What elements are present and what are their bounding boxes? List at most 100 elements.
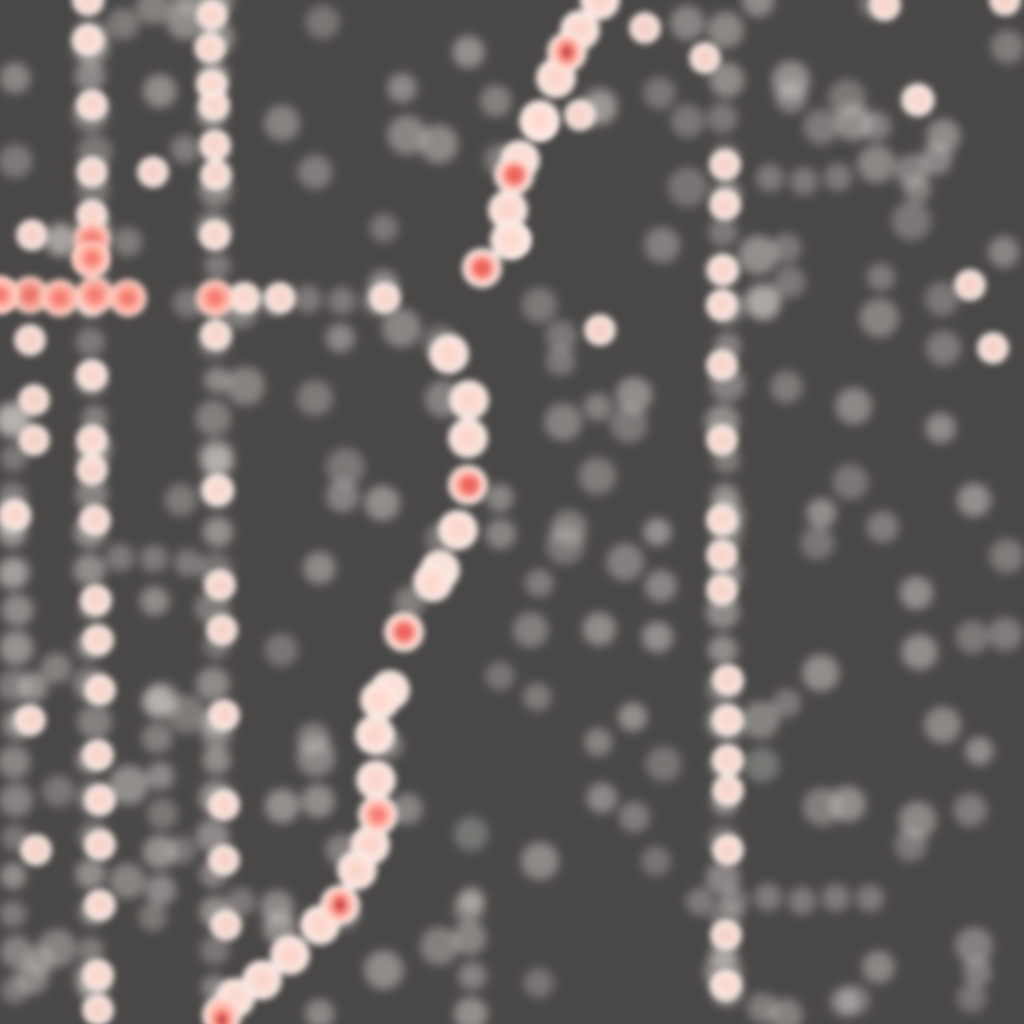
light-activity-dot <box>84 674 116 706</box>
light-activity-dot <box>706 289 738 321</box>
faint-activity-dot <box>325 323 355 353</box>
faint-activity-dot <box>550 509 587 547</box>
faint-activity-dot <box>891 201 932 241</box>
faint-activity-dot <box>420 926 459 966</box>
faint-activity-dot <box>669 5 705 41</box>
faint-activity-dot <box>296 380 333 416</box>
light-activity-dot <box>712 834 744 866</box>
faint-activity-dot <box>824 163 852 192</box>
light-activity-dot <box>199 219 231 251</box>
light-activity-dot <box>18 424 50 456</box>
light-activity-dot <box>206 614 238 646</box>
faint-activity-dot <box>0 556 31 588</box>
faint-activity-dot <box>196 667 230 701</box>
faint-activity-dot <box>861 110 892 142</box>
faint-activity-dot <box>955 927 993 965</box>
light-activity-dot <box>629 12 661 44</box>
faint-activity-dot <box>644 227 681 263</box>
light-activity-dot <box>196 0 228 31</box>
faint-activity-dot <box>924 706 962 744</box>
faint-activity-dot <box>387 73 417 103</box>
faint-activity-dot <box>770 370 803 404</box>
faint-activity-dot <box>75 327 106 357</box>
light-activity-dot <box>706 504 738 536</box>
light-activity-dot <box>82 994 114 1024</box>
faint-activity-dot <box>145 874 177 906</box>
faint-activity-dot <box>989 538 1024 574</box>
faint-activity-dot <box>953 793 988 827</box>
faint-activity-dot <box>452 921 487 955</box>
light-activity-dot <box>199 129 231 161</box>
light-activity-dot <box>41 279 79 317</box>
light-activity-dot <box>954 269 986 301</box>
faint-activity-dot <box>75 477 109 511</box>
faint-activity-dot <box>204 252 231 280</box>
faint-activity-dot <box>742 0 775 17</box>
light-activity-dot <box>584 314 616 346</box>
light-activity-dot <box>710 969 742 1001</box>
corridor-peak-core <box>554 36 580 68</box>
faint-activity-dot <box>925 412 956 444</box>
light-activity-dot <box>706 424 738 456</box>
light-activity-dot <box>20 834 52 866</box>
light-activity-dot <box>712 704 744 736</box>
faint-activity-dot <box>618 702 648 732</box>
faint-activity-dot <box>707 11 744 49</box>
light-activity-dot <box>200 159 232 191</box>
corridor-hot-dot <box>356 760 396 800</box>
faint-activity-dot <box>296 737 336 777</box>
faint-activity-dot <box>303 551 336 585</box>
faint-activity-dot <box>866 510 899 544</box>
corridor-peak-core <box>472 258 492 278</box>
corridor-peak-core <box>460 475 480 495</box>
light-activity-dot <box>82 624 114 656</box>
faint-activity-dot <box>839 984 871 1016</box>
faint-activity-dot <box>453 816 489 852</box>
faint-activity-dot <box>756 164 784 193</box>
faint-activity-dot <box>328 286 356 315</box>
light-activity-dot <box>208 789 240 821</box>
faint-activity-dot <box>773 265 806 299</box>
light-activity-dot <box>712 774 744 806</box>
faint-activity-dot <box>582 612 617 646</box>
faint-activity-dot <box>264 633 298 667</box>
faint-activity-dot <box>44 224 78 258</box>
faint-activity-dot <box>670 104 705 138</box>
faint-activity-dot <box>202 745 231 775</box>
faint-activity-dot <box>643 76 676 110</box>
light-activity-dot <box>109 279 147 317</box>
faint-activity-dot <box>480 85 512 117</box>
light-activity-dot <box>208 844 240 876</box>
faint-activity-dot <box>708 217 738 247</box>
faint-activity-dot <box>458 961 487 991</box>
corridor-hot-dot <box>438 510 478 550</box>
light-activity-dot <box>712 744 744 776</box>
corridor-warm-core <box>361 798 395 832</box>
faint-activity-dot <box>771 60 811 100</box>
light-activity-dot <box>194 32 226 64</box>
faint-activity-dot <box>326 447 365 487</box>
light-activity-dot <box>208 699 240 731</box>
faint-activity-dot <box>198 438 234 474</box>
faint-activity-dot <box>225 366 265 406</box>
faint-activity-dot <box>802 654 840 692</box>
faint-activity-dot <box>369 213 399 243</box>
light-activity-dot <box>76 424 108 456</box>
faint-activity-dot <box>0 900 27 928</box>
hot-corridor-layer <box>0 0 620 1024</box>
faint-activity-dot <box>0 935 33 969</box>
light-activity-dot <box>72 24 104 56</box>
faint-activity-dot <box>326 479 359 513</box>
faint-activity-dot <box>829 786 866 822</box>
light-activity-dot <box>689 42 721 74</box>
faint-activity-dot <box>803 109 840 145</box>
light-activity-dot <box>707 254 739 286</box>
faint-activity-dot <box>0 144 33 178</box>
faint-activity-dot <box>391 793 423 825</box>
faint-activity-dot <box>0 630 34 666</box>
faint-activity-dot <box>73 553 106 587</box>
light-activity-dot <box>76 156 108 188</box>
faint-activity-dot <box>452 35 485 69</box>
